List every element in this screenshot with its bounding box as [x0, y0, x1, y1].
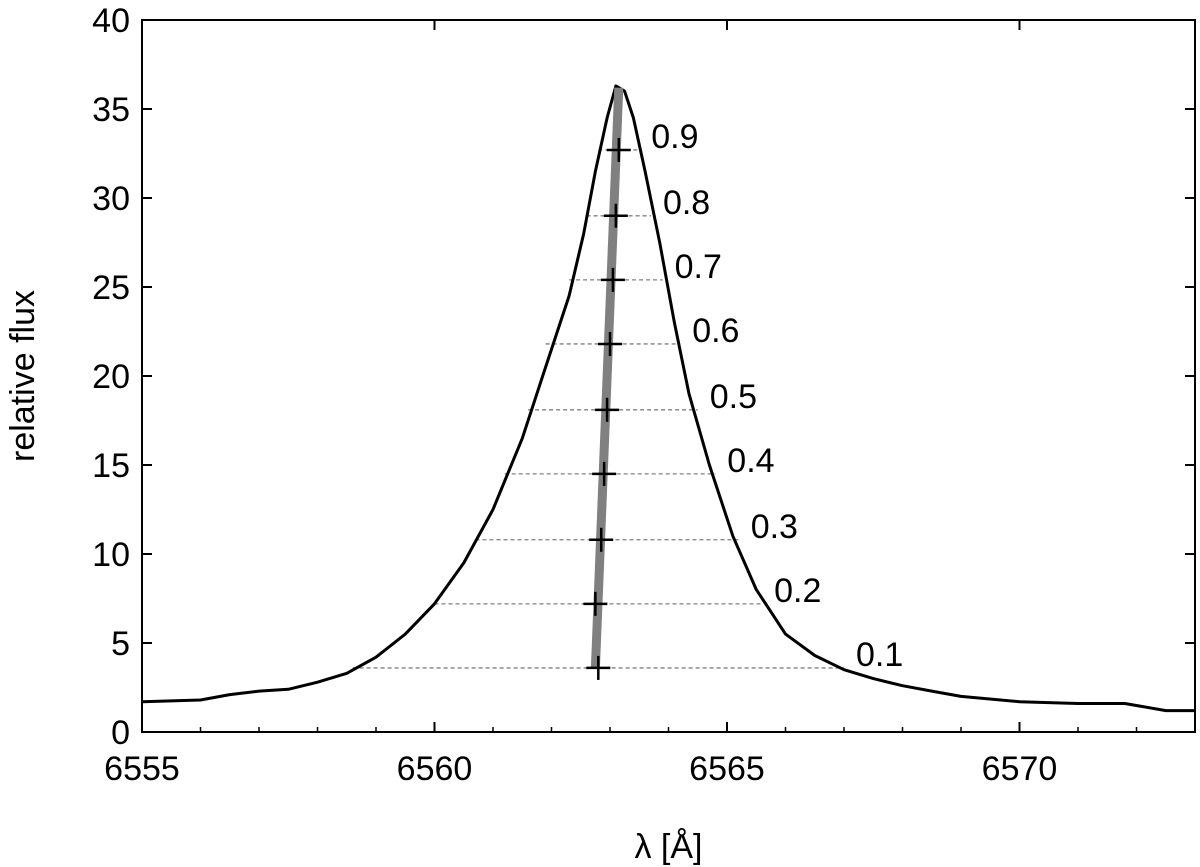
level-label-0.2: 0.2 — [774, 572, 821, 610]
bisector-point-0.4 — [592, 461, 617, 486]
spectrum-line — [141, 84, 1195, 713]
bisector-point-0.9 — [606, 137, 631, 162]
y-tick-label: 35 — [92, 91, 130, 129]
level-label-0.6: 0.6 — [692, 312, 739, 350]
level-label-0.7: 0.7 — [675, 248, 722, 286]
x-tick-label: 6570 — [982, 750, 1058, 788]
level-label-0.4: 0.4 — [727, 442, 774, 480]
y-tick-label: 10 — [92, 536, 130, 574]
y-tick-label: 5 — [111, 625, 130, 663]
bisector-point-0.8 — [603, 203, 628, 228]
y-tick-label: 40 — [92, 2, 130, 40]
y-axis-label: relative flux — [4, 290, 42, 462]
bisector-point-0.7 — [600, 267, 625, 292]
y-tick-label: 25 — [92, 269, 130, 307]
bisector-point-0.6 — [598, 331, 622, 356]
level-label-0.5: 0.5 — [710, 378, 757, 416]
level-label-0.8: 0.8 — [663, 184, 710, 222]
axis-ticks: 6555 6560 6565 6570 0 5 10 15 20 25 30 35 40 — [92, 2, 1195, 788]
bisector-point-0.5 — [595, 397, 620, 422]
y-tick-label: 30 — [92, 180, 130, 218]
plot-area: 0.1 0.2 0.3 0.4 0.5 0.6 0.7 0.8 0.9 — [141, 84, 1195, 713]
bisector-line — [590, 87, 624, 669]
bisector-point-0.3 — [589, 527, 614, 552]
bisector-point-0.2 — [583, 591, 608, 616]
y-tick-label: 0 — [111, 714, 130, 752]
bisector-point-0.1 — [586, 655, 611, 680]
x-axis-label: λ [Å] — [634, 828, 702, 866]
level-label-0.1: 0.1 — [856, 636, 903, 674]
x-tick-label: 6555 — [104, 750, 180, 788]
x-tick-label: 6565 — [689, 750, 765, 788]
x-tick-label: 6560 — [397, 750, 473, 788]
level-label-0.9: 0.9 — [651, 118, 698, 156]
level-label-0.3: 0.3 — [751, 508, 798, 546]
y-tick-label: 15 — [92, 447, 130, 485]
y-tick-label: 20 — [92, 358, 130, 396]
